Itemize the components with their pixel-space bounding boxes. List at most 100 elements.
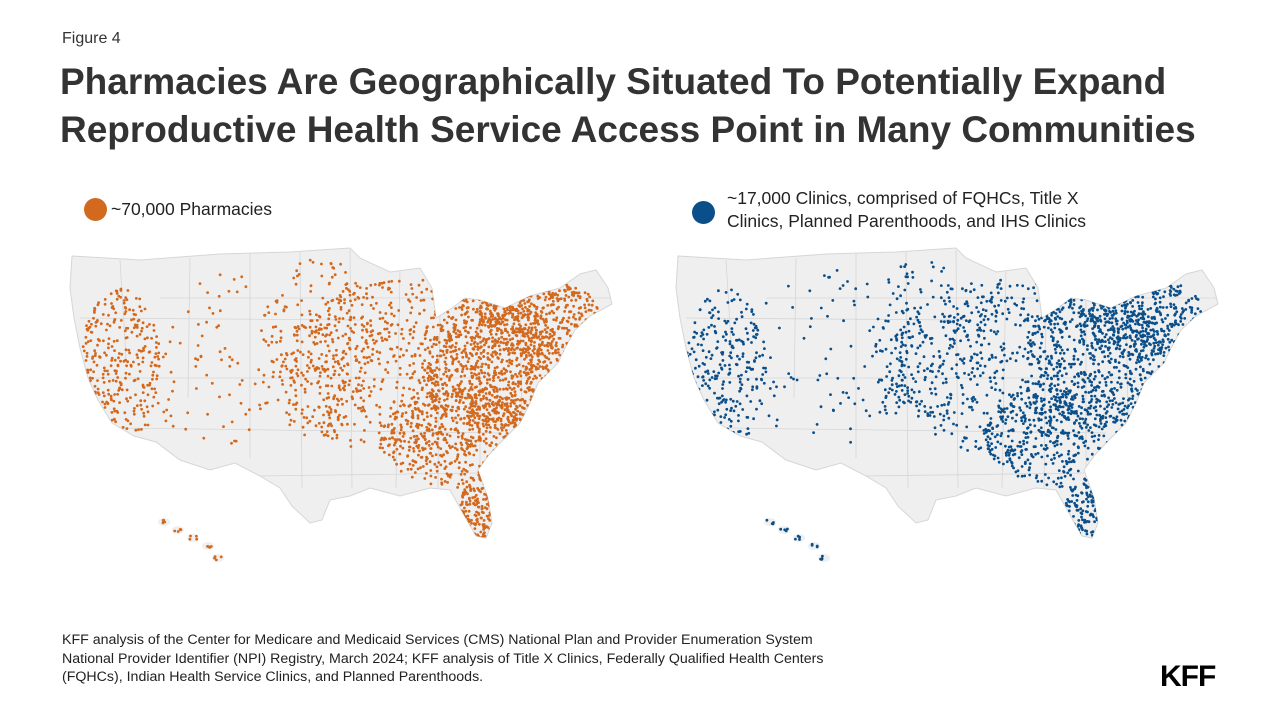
location-dot [970,371,974,374]
location-dot [537,282,540,285]
location-dot [417,396,420,400]
location-dot [211,312,215,315]
location-dot [948,300,952,303]
location-dot [477,417,481,420]
location-dot [1100,289,1104,292]
location-dot [471,411,474,415]
location-dot [521,307,524,310]
location-dot [492,340,495,343]
location-dot [1002,462,1005,466]
location-dot [468,351,472,355]
location-dot [473,404,477,408]
location-dot [362,387,366,390]
location-dot [901,373,905,377]
location-dot [984,309,988,312]
location-dot [565,283,569,287]
location-dot [1060,413,1064,417]
location-dot [516,454,519,458]
location-dot [1045,367,1048,371]
location-dot [1066,471,1070,475]
location-dot [1072,298,1076,302]
location-dot [89,368,93,372]
location-dot [296,274,299,278]
location-dot [110,398,113,402]
location-dot [487,489,491,493]
location-dot [1048,408,1052,412]
location-dot [467,331,470,335]
location-dot [746,378,750,381]
location-dot [497,403,501,407]
location-dot [429,393,433,397]
location-dot [934,432,937,436]
location-dot [107,392,111,396]
location-dot [1137,398,1141,402]
location-dot [315,342,319,345]
location-dot [494,287,497,291]
location-dot [1126,302,1129,306]
location-dot [294,388,297,392]
location-dot [267,311,271,314]
location-dot [521,452,525,455]
location-dot [436,323,440,327]
location-dot [307,350,311,354]
location-dot [421,362,424,366]
location-dot [1178,335,1182,339]
location-dot [518,330,521,334]
location-dot [461,436,464,440]
location-dot [1053,398,1057,401]
location-dot [459,417,462,421]
location-dot [1026,335,1030,339]
location-dot [493,495,497,499]
location-dot [517,372,521,375]
location-dot [131,308,135,312]
location-dot [477,406,481,410]
location-dot [426,415,429,418]
location-dot [493,308,497,312]
location-dot [240,379,244,382]
location-dot [961,439,965,443]
location-dot [198,282,202,285]
location-dot [1091,504,1095,508]
location-dot [425,462,429,466]
location-dot [500,369,503,373]
location-dot [522,347,526,351]
location-dot [484,338,487,342]
location-dot [308,325,312,329]
location-dot [470,396,474,399]
location-dot [1123,462,1126,465]
location-dot [1102,495,1106,499]
location-dot [477,488,481,492]
location-dot [354,355,357,358]
location-dot [1096,308,1099,312]
location-dot [711,308,714,312]
location-dot [119,443,122,446]
location-dot [481,432,485,436]
location-dot [476,345,480,349]
location-dot [471,444,475,448]
location-dot [942,414,946,418]
location-dot [973,352,976,356]
location-dot [1078,322,1082,326]
location-dot [1131,397,1134,400]
location-dot [420,290,424,294]
location-dot [492,419,495,423]
location-dot [380,436,384,440]
location-dot [510,461,514,465]
location-dot [522,299,526,302]
location-dot [438,397,441,401]
pharmacy-legend-line: ~70,000 Pharmacies [111,199,273,219]
location-dot [341,379,345,383]
location-dot [494,426,498,430]
location-dot [1102,425,1106,428]
location-dot [317,406,321,409]
location-dot [1046,374,1050,377]
location-dot [736,437,740,441]
location-dot [554,348,558,352]
location-dot [500,335,504,339]
location-dot [1112,420,1115,424]
location-dot [378,331,382,335]
location-dot [235,290,239,294]
location-dot [128,372,131,376]
location-dot [270,340,274,344]
location-dot [1104,505,1107,508]
